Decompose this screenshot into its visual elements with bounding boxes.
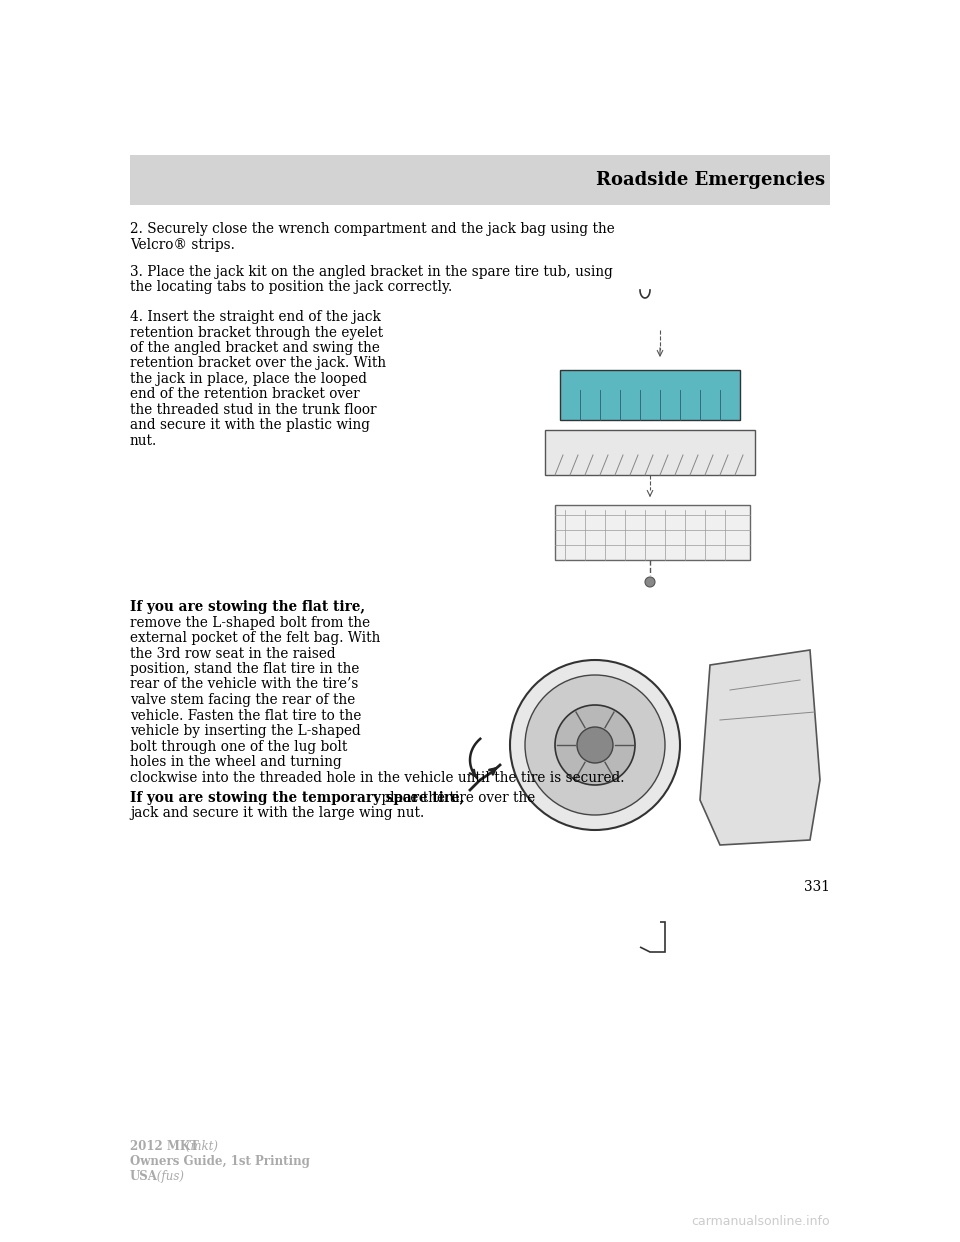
Text: vehicle by inserting the L-shaped: vehicle by inserting the L-shaped xyxy=(130,724,361,738)
Text: holes in the wheel and turning: holes in the wheel and turning xyxy=(130,755,342,769)
Text: the 3rd row seat in the raised: the 3rd row seat in the raised xyxy=(130,647,336,661)
Text: nut.: nut. xyxy=(130,433,157,448)
Text: 2. Securely close the wrench compartment and the jack bag using the: 2. Securely close the wrench compartment… xyxy=(130,222,614,236)
Text: Velcro® strips.: Velcro® strips. xyxy=(130,237,235,251)
Text: retention bracket over the jack. With: retention bracket over the jack. With xyxy=(130,356,386,370)
Text: (fus): (fus) xyxy=(153,1170,184,1182)
Text: If you are stowing the flat tire,: If you are stowing the flat tire, xyxy=(130,600,365,614)
Text: (mkt): (mkt) xyxy=(182,1140,218,1153)
Text: the locating tabs to position the jack correctly.: the locating tabs to position the jack c… xyxy=(130,281,452,294)
Text: retention bracket through the eyelet: retention bracket through the eyelet xyxy=(130,325,383,339)
Text: and secure it with the plastic wing: and secure it with the plastic wing xyxy=(130,419,370,432)
Text: 2012 MKT: 2012 MKT xyxy=(130,1140,199,1153)
Text: clockwise into the threaded hole in the vehicle until the tire is secured.: clockwise into the threaded hole in the … xyxy=(130,770,625,785)
Text: the threaded stud in the trunk floor: the threaded stud in the trunk floor xyxy=(130,402,376,417)
Text: Roadside Emergencies: Roadside Emergencies xyxy=(596,171,825,189)
Text: If you are stowing the temporary spare tire,: If you are stowing the temporary spare t… xyxy=(130,791,465,805)
Text: 331: 331 xyxy=(804,881,830,894)
Bar xyxy=(560,370,740,420)
Text: of the angled bracket and swing the: of the angled bracket and swing the xyxy=(130,342,380,355)
Text: Owners Guide, 1st Printing: Owners Guide, 1st Printing xyxy=(130,1155,310,1167)
Text: 4. Insert the straight end of the jack: 4. Insert the straight end of the jack xyxy=(130,310,381,324)
Bar xyxy=(130,155,830,205)
Text: end of the retention bracket over: end of the retention bracket over xyxy=(130,388,360,401)
Text: USA: USA xyxy=(130,1170,157,1182)
Text: external pocket of the felt bag. With: external pocket of the felt bag. With xyxy=(130,631,380,645)
Circle shape xyxy=(555,705,635,785)
Text: 3. Place the jack kit on the angled bracket in the spare tire tub, using: 3. Place the jack kit on the angled brac… xyxy=(130,265,612,279)
Circle shape xyxy=(577,727,613,763)
Bar xyxy=(545,430,755,474)
Text: bolt through one of the lug bolt: bolt through one of the lug bolt xyxy=(130,739,348,754)
Text: carmanualsonline.info: carmanualsonline.info xyxy=(691,1215,830,1228)
Text: rear of the vehicle with the tire’s: rear of the vehicle with the tire’s xyxy=(130,677,358,692)
Circle shape xyxy=(645,578,655,587)
Text: place the tire over the: place the tire over the xyxy=(377,791,536,805)
Text: remove the L-shaped bolt from the: remove the L-shaped bolt from the xyxy=(130,616,371,630)
Circle shape xyxy=(510,660,680,830)
Bar xyxy=(555,505,750,560)
Text: jack and secure it with the large wing nut.: jack and secure it with the large wing n… xyxy=(130,806,424,821)
Text: position, stand the flat tire in the: position, stand the flat tire in the xyxy=(130,662,359,676)
Text: valve stem facing the rear of the: valve stem facing the rear of the xyxy=(130,693,355,707)
Polygon shape xyxy=(700,650,820,845)
Text: vehicle. Fasten the flat tire to the: vehicle. Fasten the flat tire to the xyxy=(130,708,361,723)
Text: the jack in place, place the looped: the jack in place, place the looped xyxy=(130,373,367,386)
Circle shape xyxy=(525,674,665,815)
